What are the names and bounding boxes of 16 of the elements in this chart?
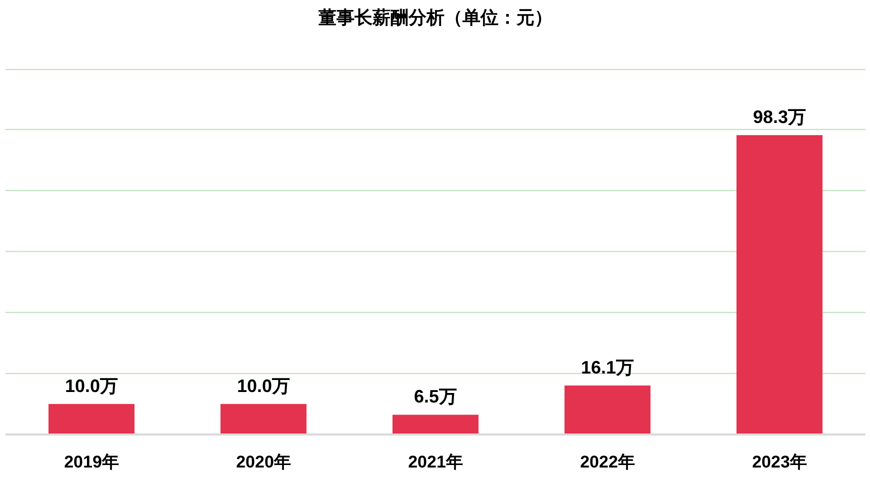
bar (736, 135, 822, 434)
data-label: 10.0万 (64, 376, 118, 396)
chart-title: 董事长薪酬分析（单位：元） (318, 8, 552, 28)
bar (48, 404, 134, 434)
data-label: 6.5万 (414, 386, 458, 407)
data-label: 10.0万 (236, 376, 290, 396)
data-label: 98.3万 (752, 107, 806, 128)
bar (564, 385, 650, 434)
bar (220, 404, 306, 434)
x-tick-label: 2020年 (236, 452, 291, 472)
x-tick-label: 2019年 (64, 452, 119, 472)
x-tick-label: 2021年 (408, 452, 463, 472)
data-label: 16.1万 (580, 357, 634, 378)
x-tick-label: 2023年 (752, 452, 807, 472)
x-tick-label: 2022年 (580, 452, 635, 472)
bar (392, 414, 478, 434)
